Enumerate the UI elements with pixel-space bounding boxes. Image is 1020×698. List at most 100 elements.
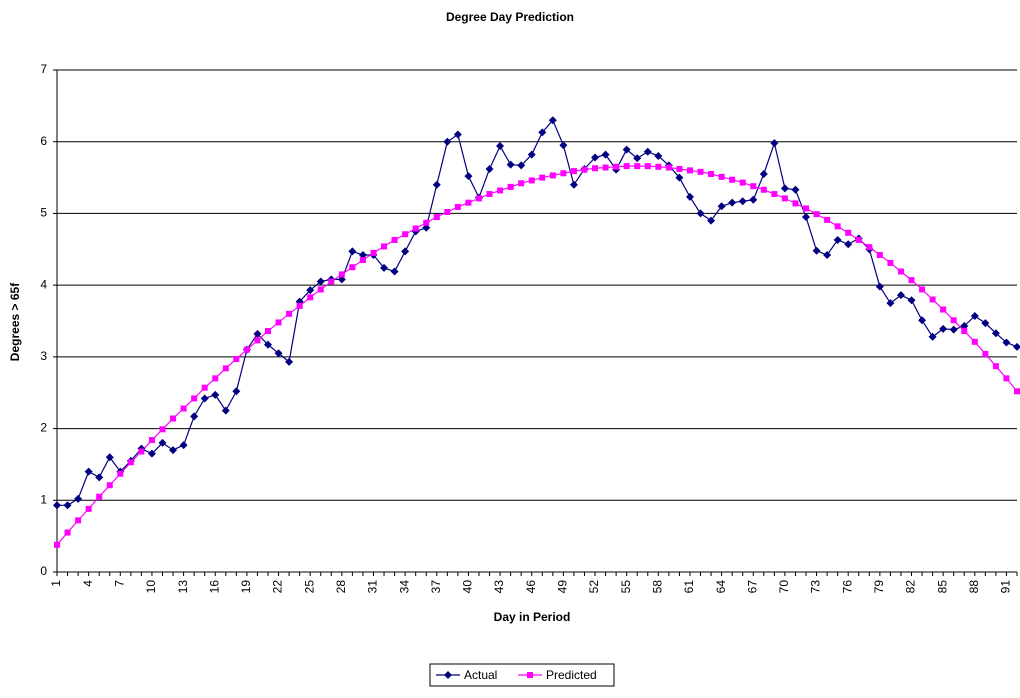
point-marker bbox=[106, 482, 113, 489]
point-marker bbox=[243, 346, 250, 353]
point-marker bbox=[971, 338, 978, 345]
point-marker bbox=[613, 163, 620, 170]
point-marker bbox=[675, 173, 684, 182]
point-marker bbox=[54, 541, 60, 548]
point-marker bbox=[549, 172, 556, 179]
point-marker bbox=[780, 184, 789, 193]
point-marker bbox=[896, 291, 905, 300]
point-marker bbox=[845, 229, 852, 236]
point-marker bbox=[592, 165, 599, 172]
x-tick-label: 73 bbox=[809, 580, 823, 594]
point-marker bbox=[359, 257, 366, 264]
point-marker bbox=[518, 180, 525, 187]
point-marker bbox=[601, 150, 610, 159]
x-tick-label: 40 bbox=[461, 580, 475, 594]
point-marker bbox=[180, 405, 187, 412]
point-marker bbox=[803, 205, 810, 212]
point-marker bbox=[749, 195, 758, 204]
point-marker bbox=[771, 191, 778, 198]
point-marker bbox=[306, 286, 315, 295]
point-marker bbox=[507, 183, 514, 190]
point-marker bbox=[317, 286, 324, 293]
point-marker bbox=[254, 337, 261, 344]
x-tick-label: 64 bbox=[714, 580, 728, 594]
point-marker bbox=[738, 197, 747, 206]
point-marker bbox=[623, 163, 630, 170]
x-tick-label: 37 bbox=[429, 580, 443, 594]
point-marker bbox=[707, 216, 716, 225]
point-marker bbox=[907, 296, 916, 305]
point-marker bbox=[275, 319, 282, 326]
point-marker bbox=[918, 316, 927, 325]
point-marker bbox=[528, 177, 535, 184]
point-marker bbox=[422, 223, 431, 232]
point-marker bbox=[212, 375, 219, 382]
point-marker bbox=[538, 128, 547, 137]
point-marker bbox=[1013, 342, 1020, 351]
point-marker bbox=[380, 263, 389, 272]
point-marker bbox=[328, 278, 335, 285]
point-marker bbox=[517, 161, 526, 170]
point-marker bbox=[875, 282, 884, 291]
point-marker bbox=[569, 180, 578, 189]
point-marker bbox=[834, 223, 841, 230]
point-marker bbox=[591, 153, 600, 162]
x-tick-label: 25 bbox=[302, 580, 316, 594]
x-tick-label: 10 bbox=[144, 580, 158, 594]
point-marker bbox=[928, 332, 937, 341]
y-tick-label: 3 bbox=[40, 349, 47, 363]
point-marker bbox=[1002, 338, 1011, 347]
point-marker bbox=[444, 208, 451, 215]
point-marker bbox=[696, 209, 705, 218]
point-marker bbox=[390, 267, 399, 276]
point-marker bbox=[855, 236, 862, 243]
point-marker bbox=[391, 236, 398, 243]
point-marker bbox=[908, 277, 915, 284]
point-marker bbox=[644, 163, 651, 170]
point-marker bbox=[570, 168, 577, 175]
point-marker bbox=[211, 390, 220, 399]
point-marker bbox=[982, 350, 989, 357]
x-tick-label: 85 bbox=[935, 580, 949, 594]
point-marker bbox=[897, 268, 904, 275]
chart-title: Degree Day Prediction bbox=[446, 10, 574, 24]
point-marker bbox=[802, 213, 811, 222]
x-tick-label: 52 bbox=[587, 580, 601, 594]
point-marker bbox=[402, 231, 409, 238]
point-marker bbox=[263, 340, 272, 349]
point-marker bbox=[1003, 375, 1010, 382]
point-marker bbox=[876, 252, 883, 259]
point-marker bbox=[506, 160, 515, 169]
x-tick-label: 82 bbox=[904, 580, 918, 594]
point-marker bbox=[792, 200, 799, 207]
point-marker bbox=[676, 165, 683, 172]
point-marker bbox=[286, 310, 293, 317]
x-tick-label: 79 bbox=[872, 580, 886, 594]
point-marker bbox=[117, 470, 124, 477]
point-marker bbox=[200, 394, 209, 403]
x-tick-label: 1 bbox=[49, 580, 63, 587]
point-marker bbox=[970, 311, 979, 320]
point-marker bbox=[919, 286, 926, 293]
point-marker bbox=[634, 163, 641, 170]
y-tick-label: 7 bbox=[40, 62, 47, 76]
point-marker bbox=[316, 277, 325, 286]
point-marker bbox=[781, 195, 788, 202]
point-marker bbox=[622, 145, 631, 154]
x-axis-title: Day in Period bbox=[494, 610, 571, 624]
point-marker bbox=[53, 501, 61, 510]
x-tick-label: 58 bbox=[650, 580, 664, 594]
point-marker bbox=[643, 147, 652, 156]
x-tick-label: 7 bbox=[112, 580, 126, 587]
point-marker bbox=[307, 294, 314, 301]
point-marker bbox=[264, 328, 271, 335]
x-tick-label: 13 bbox=[176, 580, 190, 594]
point-marker bbox=[285, 357, 294, 366]
point-marker bbox=[581, 166, 588, 173]
point-marker bbox=[423, 219, 430, 226]
point-marker bbox=[63, 501, 72, 510]
point-marker bbox=[812, 246, 821, 255]
x-tick-label: 16 bbox=[207, 580, 221, 594]
point-marker bbox=[454, 203, 461, 210]
point-marker bbox=[686, 167, 693, 174]
